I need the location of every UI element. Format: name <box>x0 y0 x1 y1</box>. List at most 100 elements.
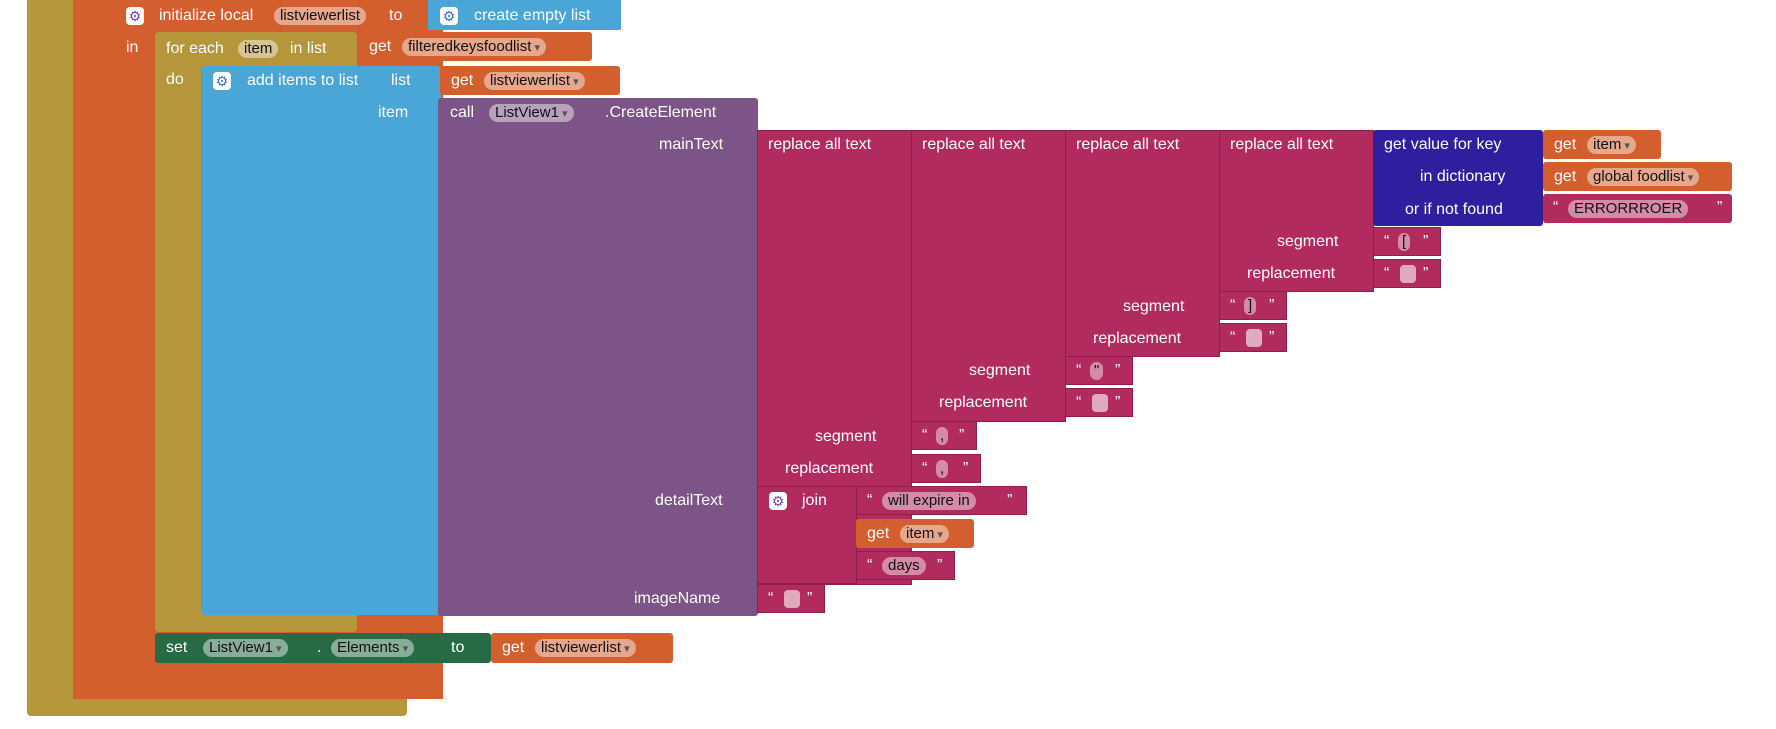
replace-label-3: replace all text <box>1076 136 1180 153</box>
listviewerlist-dropdown[interactable]: listviewerlist <box>484 72 585 90</box>
not-found-label: or if not found <box>1405 201 1503 218</box>
list-label: list <box>391 72 411 89</box>
item-dropdown[interactable]: item <box>1587 136 1636 154</box>
get-item-key-block[interactable]: get item <box>1543 130 1661 159</box>
create-element-block[interactable] <box>438 98 758 616</box>
get-label: get <box>451 72 474 89</box>
join-text-3[interactable]: “ days ” <box>856 551 955 580</box>
get-label: get <box>867 525 890 542</box>
join-text-value[interactable]: days <box>882 557 926 575</box>
mutator-gear-icon[interactable]: ⚙ <box>440 7 458 25</box>
init-local-to-label: to <box>389 7 403 24</box>
quote-close: ” <box>1269 297 1275 314</box>
quote-open: “ <box>867 492 873 509</box>
replacement-label-4: replacement <box>1247 265 1336 282</box>
quote-open: “ <box>1553 199 1559 216</box>
replace-block-4[interactable] <box>1219 130 1374 292</box>
get-item-join-block[interactable]: get item <box>856 519 974 548</box>
segment-value[interactable]: " <box>1090 362 1104 380</box>
not-found-text-value[interactable]: ERRORRROER <box>1568 200 1689 218</box>
component-dropdown[interactable]: ListView1 <box>489 104 574 122</box>
replacement-text-1[interactable]: “ , ” <box>911 454 981 483</box>
segment-value[interactable]: ] <box>1244 297 1257 315</box>
dict-lookup-block[interactable] <box>1373 130 1543 226</box>
replace-block-2[interactable] <box>911 130 1066 422</box>
quote-open: “ <box>922 427 928 444</box>
property-dropdown[interactable]: Elements <box>331 639 415 657</box>
main-text-label: mainText <box>659 136 724 153</box>
replace-block-3[interactable] <box>1065 130 1220 357</box>
dot-label: . <box>317 639 322 656</box>
join-label: join <box>802 492 827 509</box>
segment-text-3[interactable]: “ ] ” <box>1219 291 1287 320</box>
set-to-label: to <box>451 639 465 656</box>
replacement-label-1: replacement <box>785 460 874 477</box>
dict-lookup-label: get value for key <box>1384 136 1502 153</box>
set-label: set <box>166 639 188 656</box>
segment-text-2[interactable]: “ " ” <box>1065 356 1133 385</box>
image-name-label: imageName <box>634 590 721 607</box>
set-elements-block[interactable]: set ListView1 . Elements to <box>155 633 491 663</box>
segment-label-1: segment <box>815 428 877 445</box>
detail-text-label: detailText <box>655 492 723 509</box>
quote-open: “ <box>867 557 873 574</box>
segment-label-2: segment <box>969 362 1031 379</box>
segment-value[interactable]: [ <box>1398 233 1411 251</box>
replacement-value-empty[interactable] <box>1400 265 1416 283</box>
join-text-value[interactable]: will expire in <box>882 492 976 510</box>
quote-open: “ <box>1076 362 1082 379</box>
get-listviewerlist-block[interactable]: get listviewerlist <box>440 66 620 95</box>
get-label: get <box>502 639 525 656</box>
replace-label-2: replace all text <box>922 136 1026 153</box>
for-each-var-name[interactable]: item <box>238 40 279 58</box>
get-label: get <box>369 38 392 55</box>
init-local-label: initialize local <box>159 7 254 24</box>
in-list-label: in list <box>290 40 327 57</box>
mutator-gear-icon[interactable]: ⚙ <box>769 492 787 510</box>
replacement-value-empty[interactable] <box>1246 329 1262 347</box>
image-name-text-block[interactable]: “ ” <box>757 584 825 613</box>
listviewerlist-dropdown[interactable]: listviewerlist <box>535 639 636 657</box>
quote-close: ” <box>807 590 813 607</box>
create-empty-list-label: create empty list <box>474 7 591 24</box>
item-label: item <box>378 104 409 121</box>
quote-open: “ <box>1076 394 1082 411</box>
foodlist-dropdown[interactable]: global foodlist <box>1587 168 1700 186</box>
get-listviewerlist-set-block[interactable]: get listviewerlist <box>491 633 673 663</box>
in-dictionary-label: in dictionary <box>1420 168 1506 185</box>
init-local-var-name[interactable]: listviewerlist <box>274 7 367 25</box>
mutator-gear-icon[interactable]: ⚙ <box>213 72 231 90</box>
set-component-dropdown[interactable]: ListView1 <box>203 639 288 657</box>
segment-text-1[interactable]: “ , ” <box>911 421 977 450</box>
quote-close: ” <box>1007 492 1013 509</box>
replacement-text-2[interactable]: “ ” <box>1065 388 1133 417</box>
item-dropdown[interactable]: item <box>900 525 949 543</box>
quote-open: “ <box>768 590 774 607</box>
segment-text-4[interactable]: “ [ ” <box>1373 227 1441 256</box>
add-items-label: add items to list <box>247 72 359 89</box>
join-text-1[interactable]: “ will expire in ” <box>856 486 1027 515</box>
filteredkeys-dropdown[interactable]: filteredkeysfoodlist <box>402 38 546 56</box>
replacement-text-3[interactable]: “ ” <box>1219 323 1287 352</box>
quote-close: ” <box>1423 233 1429 250</box>
segment-label-3: segment <box>1123 298 1185 315</box>
quote-close: ” <box>1115 362 1121 379</box>
replacement-value-empty[interactable] <box>1092 394 1108 412</box>
quote-open: “ <box>1384 265 1390 282</box>
create-empty-list-block[interactable]: ⚙ create empty list <box>428 0 621 30</box>
quote-close: ” <box>1269 329 1275 346</box>
quote-close: ” <box>937 557 943 574</box>
get-label: get <box>1554 168 1577 185</box>
quote-close: ” <box>1423 265 1429 282</box>
replacement-text-4[interactable]: “ ” <box>1373 259 1441 288</box>
replacement-value[interactable]: , <box>936 460 949 478</box>
segment-value[interactable]: , <box>936 427 949 445</box>
mutator-gear-icon[interactable]: ⚙ <box>126 7 144 25</box>
segment-label-4: segment <box>1277 233 1339 250</box>
get-filteredkeys-block[interactable]: get filteredkeysfoodlist <box>358 32 592 61</box>
get-foodlist-block[interactable]: get global foodlist <box>1543 162 1732 191</box>
add-items-block[interactable] <box>201 66 441 615</box>
not-found-text-block[interactable]: “ ERRORRROER ” <box>1543 194 1732 223</box>
image-name-value-empty[interactable] <box>784 590 800 608</box>
call-label: call <box>450 104 475 121</box>
